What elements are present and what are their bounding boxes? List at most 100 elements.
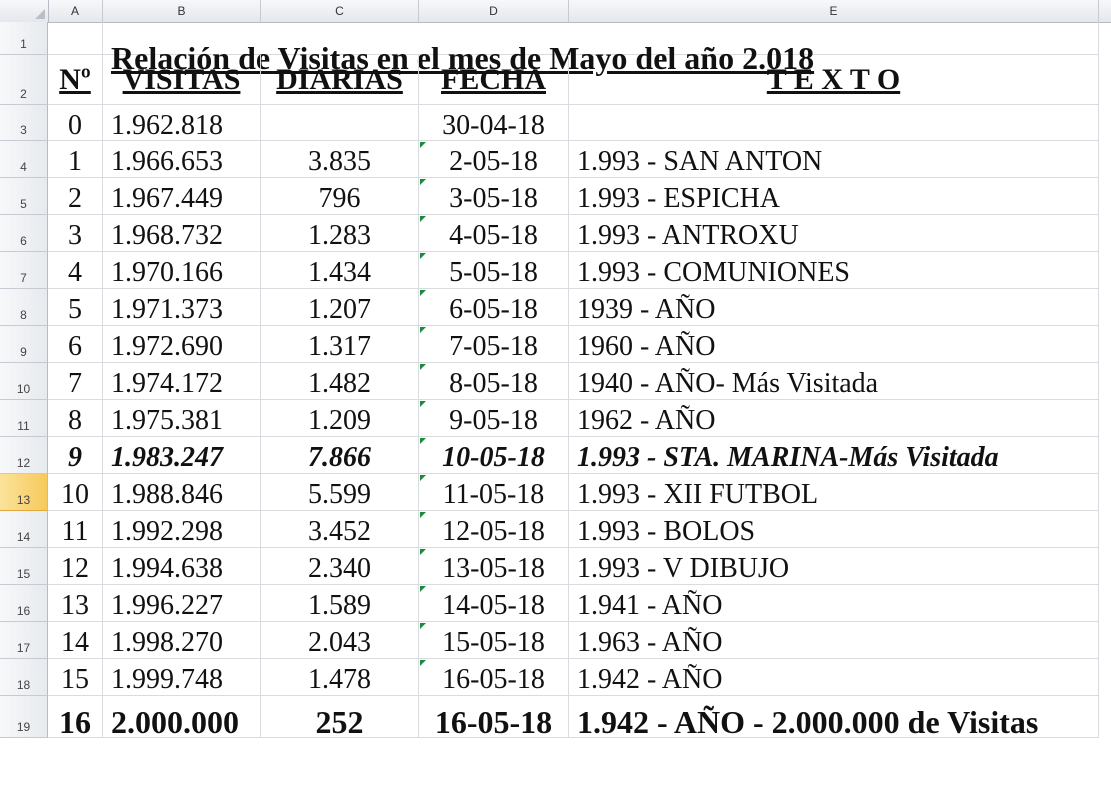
cell-visitas[interactable]: 1.992.298 <box>103 511 261 548</box>
cell-visitas[interactable]: 1.983.247 <box>103 437 261 474</box>
cell-fecha[interactable]: 16-05-18 <box>419 659 569 696</box>
row-header-12[interactable]: 12 <box>0 437 48 474</box>
header-visitas[interactable]: VISITAS <box>103 55 261 105</box>
row-header-8[interactable]: 8 <box>0 289 48 326</box>
cell-diarias[interactable]: 1.209 <box>261 400 419 437</box>
cell-texto[interactable]: 1960 - AÑO <box>569 326 1099 363</box>
cell-fecha[interactable]: 6-05-18 <box>419 289 569 326</box>
cell-fecha[interactable]: 10-05-18 <box>419 437 569 474</box>
cell-n[interactable]: 3 <box>48 215 103 252</box>
cell-diarias[interactable]: 3.452 <box>261 511 419 548</box>
cell-fecha[interactable]: 7-05-18 <box>419 326 569 363</box>
cell-texto[interactable]: 1.993 - SAN ANTON <box>569 141 1099 178</box>
cell-n[interactable]: 9 <box>48 437 103 474</box>
row-header-9[interactable]: 9 <box>0 326 48 363</box>
cell-diarias[interactable]: 5.599 <box>261 474 419 511</box>
cell-visitas[interactable]: 1.998.270 <box>103 622 261 659</box>
cell-n[interactable]: 15 <box>48 659 103 696</box>
cell-texto[interactable]: 1962 - AÑO <box>569 400 1099 437</box>
cell-visitas[interactable]: 1.970.166 <box>103 252 261 289</box>
cell-diarias[interactable] <box>261 105 419 141</box>
cell-visitas[interactable]: 1.996.227 <box>103 585 261 622</box>
cell-visitas[interactable]: 1.994.638 <box>103 548 261 585</box>
cell-texto[interactable]: 1.942 - AÑO <box>569 659 1099 696</box>
header-diarias[interactable]: DIARIAS <box>261 55 419 105</box>
cell-texto[interactable]: 1.941 - AÑO <box>569 585 1099 622</box>
cell-texto[interactable]: 1.993 - ANTROXU <box>569 215 1099 252</box>
cell-diarias[interactable]: 1.283 <box>261 215 419 252</box>
cell-diarias[interactable]: 1.207 <box>261 289 419 326</box>
column-header-e[interactable]: E <box>569 0 1099 22</box>
cell-texto[interactable]: 1.993 - BOLOS <box>569 511 1099 548</box>
cell-visitas[interactable]: 1.971.373 <box>103 289 261 326</box>
row-header-16[interactable]: 16 <box>0 585 48 622</box>
cell-texto[interactable]: 1.963 - AÑO <box>569 622 1099 659</box>
cell-texto[interactable]: 1.993 - XII FUTBOL <box>569 474 1099 511</box>
cell-visitas[interactable]: 1.968.732 <box>103 215 261 252</box>
header-n[interactable]: Nº <box>48 55 103 105</box>
cell-diarias[interactable]: 2.340 <box>261 548 419 585</box>
cell-n[interactable]: 12 <box>48 548 103 585</box>
cell-fecha[interactable]: 4-05-18 <box>419 215 569 252</box>
row-header-14[interactable]: 14 <box>0 511 48 548</box>
cell-diarias[interactable]: 3.835 <box>261 141 419 178</box>
sheet-title[interactable]: Relación de Visitas en el mes de Mayo de… <box>103 22 1099 74</box>
cell-n[interactable]: 1 <box>48 141 103 178</box>
cell-n[interactable]: 13 <box>48 585 103 622</box>
cell-fecha[interactable]: 14-05-18 <box>419 585 569 622</box>
cell-texto[interactable]: 1.993 - COMUNIONES <box>569 252 1099 289</box>
cell-n[interactable]: 5 <box>48 289 103 326</box>
row-header-10[interactable]: 10 <box>0 363 48 400</box>
cell-n[interactable]: 2 <box>48 178 103 215</box>
row-header-11[interactable]: 11 <box>0 400 48 437</box>
cell-diarias[interactable]: 1.317 <box>261 326 419 363</box>
cell-fecha[interactable]: 5-05-18 <box>419 252 569 289</box>
column-header-d[interactable]: D <box>419 0 569 22</box>
row-header-7[interactable]: 7 <box>0 252 48 289</box>
cell-fecha[interactable]: 8-05-18 <box>419 363 569 400</box>
row-header-4[interactable]: 4 <box>0 141 48 178</box>
column-header-c[interactable]: C <box>261 0 419 22</box>
header-texto[interactable]: T E X T O <box>569 55 1099 105</box>
column-header-a[interactable]: A <box>48 0 103 22</box>
row-header-19[interactable]: 19 <box>0 696 48 738</box>
cell-n[interactable]: 4 <box>48 252 103 289</box>
cell-n[interactable]: 7 <box>48 363 103 400</box>
row-header-3[interactable]: 3 <box>0 105 48 141</box>
cell-texto[interactable]: 1939 - AÑO <box>569 289 1099 326</box>
row-header-13[interactable]: 13 <box>0 474 48 511</box>
cell-texto[interactable]: 1.942 - AÑO - 2.000.000 de Visitas <box>569 696 1099 738</box>
cell-fecha[interactable]: 13-05-18 <box>419 548 569 585</box>
cell-fecha[interactable]: 16-05-18 <box>419 696 569 738</box>
cell-n[interactable]: 11 <box>48 511 103 548</box>
cell-diarias[interactable]: 796 <box>261 178 419 215</box>
cell-visitas[interactable]: 1.975.381 <box>103 400 261 437</box>
row-header-15[interactable]: 15 <box>0 548 48 585</box>
cell-fecha[interactable]: 15-05-18 <box>419 622 569 659</box>
select-all-corner[interactable] <box>0 0 49 22</box>
cell-diarias[interactable]: 1.589 <box>261 585 419 622</box>
row-header-1[interactable]: 1 <box>0 22 48 55</box>
cell-visitas[interactable]: 1.962.818 <box>103 105 261 141</box>
cell-visitas[interactable]: 1.967.449 <box>103 178 261 215</box>
cell-diarias[interactable]: 1.478 <box>261 659 419 696</box>
cell-n[interactable]: 16 <box>48 696 103 738</box>
cell-texto[interactable] <box>569 105 1099 141</box>
cell-a1[interactable] <box>48 22 103 55</box>
cell-texto[interactable]: 1.993 - V DIBUJO <box>569 548 1099 585</box>
column-header-b[interactable]: B <box>103 0 261 22</box>
cell-diarias[interactable]: 1.434 <box>261 252 419 289</box>
cell-fecha[interactable]: 2-05-18 <box>419 141 569 178</box>
row-header-2[interactable]: 2 <box>0 55 48 105</box>
cell-diarias[interactable]: 7.866 <box>261 437 419 474</box>
cell-texto[interactable]: 1940 - AÑO- Más Visitada <box>569 363 1099 400</box>
cell-fecha[interactable]: 11-05-18 <box>419 474 569 511</box>
cell-diarias[interactable]: 252 <box>261 696 419 738</box>
cell-fecha[interactable]: 30-04-18 <box>419 105 569 141</box>
cell-n[interactable]: 0 <box>48 105 103 141</box>
cell-visitas[interactable]: 1.972.690 <box>103 326 261 363</box>
row-header-6[interactable]: 6 <box>0 215 48 252</box>
row-header-18[interactable]: 18 <box>0 659 48 696</box>
cell-n[interactable]: 8 <box>48 400 103 437</box>
cell-n[interactable]: 10 <box>48 474 103 511</box>
